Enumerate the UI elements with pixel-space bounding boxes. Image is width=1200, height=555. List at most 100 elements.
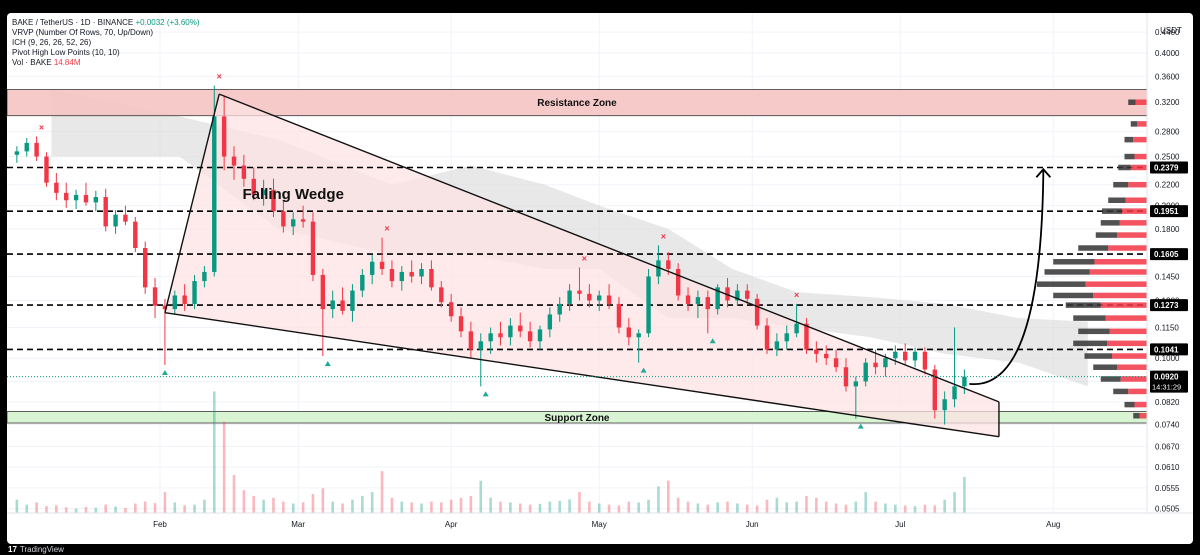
candle-body (577, 290, 582, 294)
wedge-fill (164, 94, 999, 437)
volume-bar (282, 501, 285, 513)
volume-bar (222, 421, 226, 513)
candle (271, 178, 276, 217)
volume-bar (321, 488, 325, 513)
candle (142, 241, 148, 294)
candle-body (399, 271, 405, 282)
candle (616, 297, 622, 334)
volume-profile-down (1094, 259, 1147, 265)
volume-profile-up (1095, 232, 1117, 238)
indicator-volume[interactable]: Vol · BAKE 14.84M (12, 58, 200, 68)
candle (251, 167, 256, 201)
level-tag-bg (1150, 248, 1188, 261)
indicator-vrvp[interactable]: VRVP (Number Of Rows, 70, Up/Down) (12, 28, 154, 37)
pivot-high-icon: × (39, 122, 44, 132)
volume-label: Vol · BAKE (12, 58, 52, 67)
volume-profile-down (1085, 281, 1147, 287)
volume-bar (252, 495, 256, 513)
pivot-high-icon: × (661, 231, 666, 241)
candle (133, 216, 138, 253)
candle-body (626, 327, 632, 338)
volume-bar (894, 504, 897, 513)
candle (448, 293, 454, 322)
price-tick: 0.0670 (1155, 442, 1180, 451)
volume-bar (124, 508, 127, 513)
volume-bar (232, 475, 236, 513)
candle (320, 268, 326, 357)
candle (646, 268, 651, 338)
volume-profile-down (1089, 269, 1147, 275)
volume-bar (785, 502, 789, 513)
candle-body (952, 386, 957, 400)
candle-body (389, 268, 395, 282)
candle-body (152, 287, 158, 306)
volume-bar (193, 504, 196, 513)
candle-body (172, 295, 177, 310)
volume-bar (291, 503, 295, 513)
candle (587, 284, 592, 308)
candle (241, 154, 247, 187)
volume-bar (884, 503, 887, 513)
candle (922, 347, 928, 375)
time-tick: Apr (445, 520, 458, 529)
price-tick: 0.1150 (1155, 323, 1179, 332)
candle-body (843, 367, 849, 387)
volume-bar (104, 504, 108, 513)
level-tag: 0.2379 (1154, 163, 1179, 172)
candle (824, 345, 829, 365)
candle-body (93, 197, 99, 203)
volume-profile-down (1128, 388, 1147, 395)
volume-bar (489, 497, 492, 513)
volume-bar (864, 492, 868, 513)
candle-body (44, 156, 49, 183)
candle (843, 358, 849, 392)
volume-profile-up (1078, 245, 1109, 251)
candle (488, 327, 493, 354)
volume-profile-up (1108, 197, 1126, 203)
candle (93, 190, 99, 212)
chart-canvas[interactable]: × × × × × × Resistance Zone Support Zone Falling… (7, 13, 1193, 544)
volume-bar (410, 502, 413, 513)
candle-body (261, 189, 266, 195)
volume-bar (380, 471, 384, 513)
chart-panel[interactable]: × × × × × × Resistance Zone Support Zone Falling… (7, 13, 1193, 544)
candle (379, 237, 385, 275)
price-tick: 0.4000 (1155, 49, 1180, 58)
volume-bar (212, 391, 216, 513)
volume-profile-down (1108, 245, 1147, 251)
volume-profile-up (1100, 220, 1120, 226)
price-tick: 0.0555 (1155, 484, 1180, 493)
support-zone (7, 411, 1147, 424)
indicator-pivots[interactable]: Pivot High Low Points (10, 10) (12, 48, 120, 57)
candle (567, 284, 572, 311)
tradingview-logo[interactable]: 17 TradingView (8, 544, 64, 555)
candle-body (764, 325, 770, 350)
volume-bar (84, 506, 88, 513)
volume-bar (173, 502, 177, 513)
candle-body (251, 178, 256, 195)
candle-body (300, 219, 306, 222)
volume-bar (400, 501, 404, 513)
volume-profile-up (1124, 153, 1135, 160)
footer-bar: 17 TradingView (0, 544, 1200, 555)
volume-value: 14.84M (53, 58, 81, 67)
volume-bar (765, 499, 769, 513)
candle (597, 290, 602, 311)
candle (794, 303, 799, 338)
candle (152, 277, 158, 319)
candle (172, 290, 177, 315)
volume-bar (745, 504, 749, 513)
candle-body (488, 333, 493, 342)
volume-bar (805, 495, 808, 513)
candle-body (784, 333, 789, 342)
candle (636, 329, 641, 363)
level-tag-bg (1150, 161, 1188, 174)
volume-bar (538, 503, 542, 513)
volume-profile-up (1133, 413, 1140, 419)
candle-body (567, 290, 572, 304)
candle (330, 290, 335, 319)
indicator-ichimoku[interactable]: ICH (9, 26, 26, 52, 26) (12, 38, 92, 47)
pivot-low-icon (857, 423, 864, 429)
candle-body (439, 287, 444, 303)
volume-profile-up (1102, 208, 1122, 214)
